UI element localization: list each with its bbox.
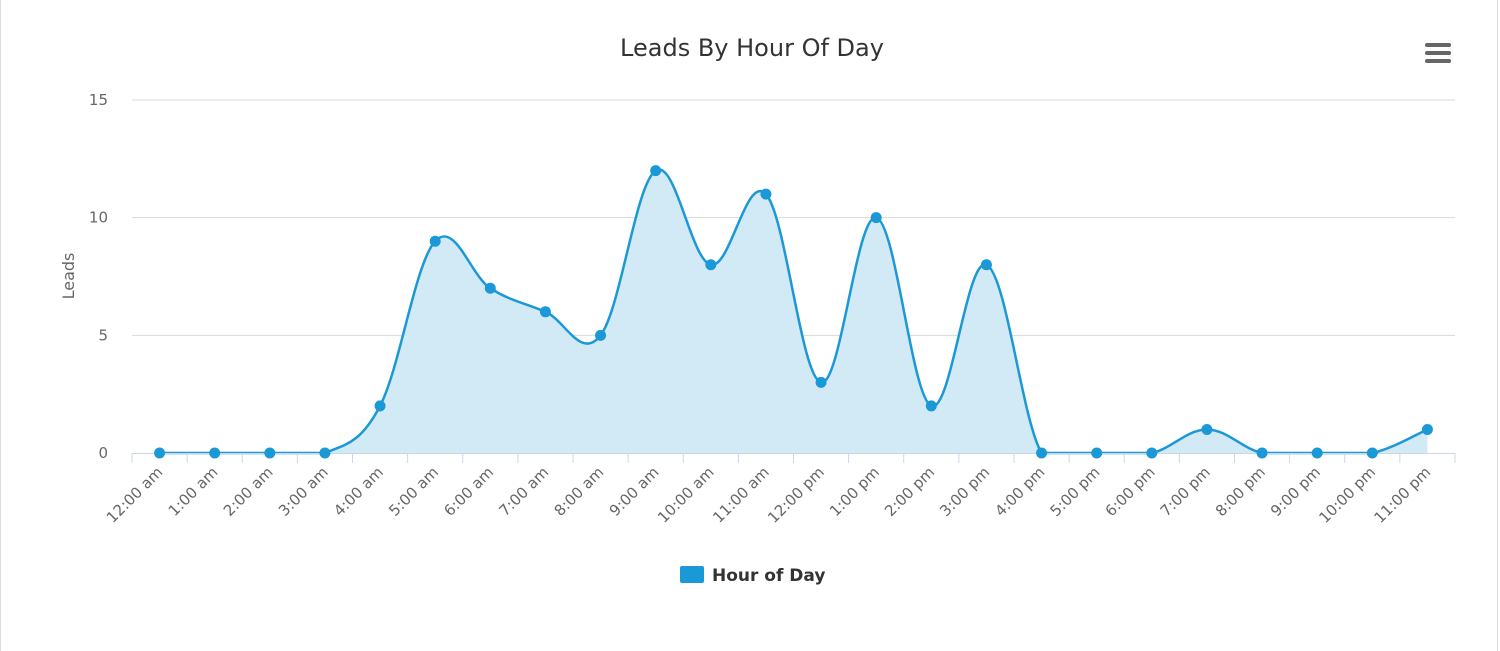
x-tick-label: 5:00 am bbox=[385, 463, 442, 520]
y-tick-label: 0 bbox=[98, 444, 108, 462]
data-point[interactable] bbox=[1146, 447, 1158, 459]
data-point[interactable] bbox=[1201, 423, 1213, 435]
data-point[interactable] bbox=[319, 447, 331, 459]
series-area bbox=[159, 169, 1428, 453]
y-axis-ticks: 0 5 10 15 bbox=[89, 91, 108, 462]
chart-title: Leads By Hour Of Day bbox=[620, 34, 884, 62]
legend-swatch[interactable] bbox=[680, 566, 704, 583]
data-point[interactable] bbox=[705, 259, 717, 271]
hamburger-menu-icon bbox=[1425, 43, 1451, 47]
data-point[interactable] bbox=[925, 400, 937, 412]
x-tick-label: 12:00 pm bbox=[764, 463, 828, 527]
x-tick-label: 7:00 pm bbox=[1157, 463, 1214, 520]
hamburger-menu-icon bbox=[1425, 51, 1451, 55]
data-point[interactable] bbox=[870, 212, 882, 224]
data-point[interactable] bbox=[154, 447, 166, 459]
x-tick-label: 2:00 am bbox=[220, 463, 277, 520]
y-tick-label: 5 bbox=[98, 326, 108, 344]
data-point[interactable] bbox=[1036, 447, 1048, 459]
data-point[interactable] bbox=[1366, 447, 1378, 459]
data-point[interactable] bbox=[595, 329, 607, 341]
data-point[interactable] bbox=[760, 188, 772, 200]
x-tick-label: 8:00 am bbox=[551, 463, 608, 520]
data-point[interactable] bbox=[209, 447, 221, 459]
x-tick-label: 4:00 pm bbox=[991, 463, 1048, 520]
x-tick-label: 7:00 am bbox=[496, 463, 553, 520]
data-point[interactable] bbox=[429, 235, 441, 247]
data-point[interactable] bbox=[539, 306, 551, 318]
data-point[interactable] bbox=[374, 400, 386, 412]
x-tick-label: 12:00 am bbox=[103, 463, 167, 527]
data-point[interactable] bbox=[1256, 447, 1268, 459]
x-tick-label: 11:00 am bbox=[709, 463, 773, 527]
x-tick-label: 9:00 pm bbox=[1267, 463, 1324, 520]
x-tick-label: 9:00 am bbox=[606, 463, 663, 520]
data-point[interactable] bbox=[650, 165, 662, 177]
x-tick-label: 2:00 pm bbox=[881, 463, 938, 520]
series-line bbox=[159, 168, 1428, 455]
data-point[interactable] bbox=[264, 447, 276, 459]
x-tick-label: 6:00 pm bbox=[1102, 463, 1159, 520]
x-tick-label: 1:00 pm bbox=[826, 463, 883, 520]
x-tick-label: 10:00 am bbox=[654, 463, 718, 527]
hamburger-menu-icon bbox=[1425, 59, 1451, 63]
x-tick-label: 11:00 pm bbox=[1371, 463, 1435, 527]
x-tick-label: 6:00 am bbox=[440, 463, 497, 520]
x-tick-label: 3:00 am bbox=[275, 463, 332, 520]
data-point[interactable] bbox=[980, 259, 992, 271]
x-tick-label: 10:00 pm bbox=[1315, 463, 1379, 527]
chart-menu-button[interactable] bbox=[1421, 40, 1455, 68]
y-tick-label: 10 bbox=[89, 209, 108, 227]
data-point[interactable] bbox=[1091, 447, 1103, 459]
data-points bbox=[154, 165, 1433, 459]
data-point[interactable] bbox=[1311, 447, 1323, 459]
x-tick-label: 8:00 pm bbox=[1212, 463, 1269, 520]
x-tick-label: 3:00 pm bbox=[936, 463, 993, 520]
x-tick-label: 5:00 pm bbox=[1047, 463, 1104, 520]
legend-label[interactable]: Hour of Day bbox=[712, 566, 825, 586]
x-tick-label: 4:00 am bbox=[330, 463, 387, 520]
data-point[interactable] bbox=[1421, 423, 1433, 435]
y-tick-label: 15 bbox=[89, 91, 108, 109]
x-tick-label: 1:00 am bbox=[165, 463, 222, 520]
x-axis: 12:00 am1:00 am2:00 am3:00 am4:00 am5:00… bbox=[103, 453, 1456, 527]
legend[interactable]: Hour of Day bbox=[680, 566, 825, 586]
data-point[interactable] bbox=[484, 282, 496, 294]
data-point[interactable] bbox=[815, 376, 827, 388]
y-axis-label: Leads bbox=[59, 253, 78, 300]
